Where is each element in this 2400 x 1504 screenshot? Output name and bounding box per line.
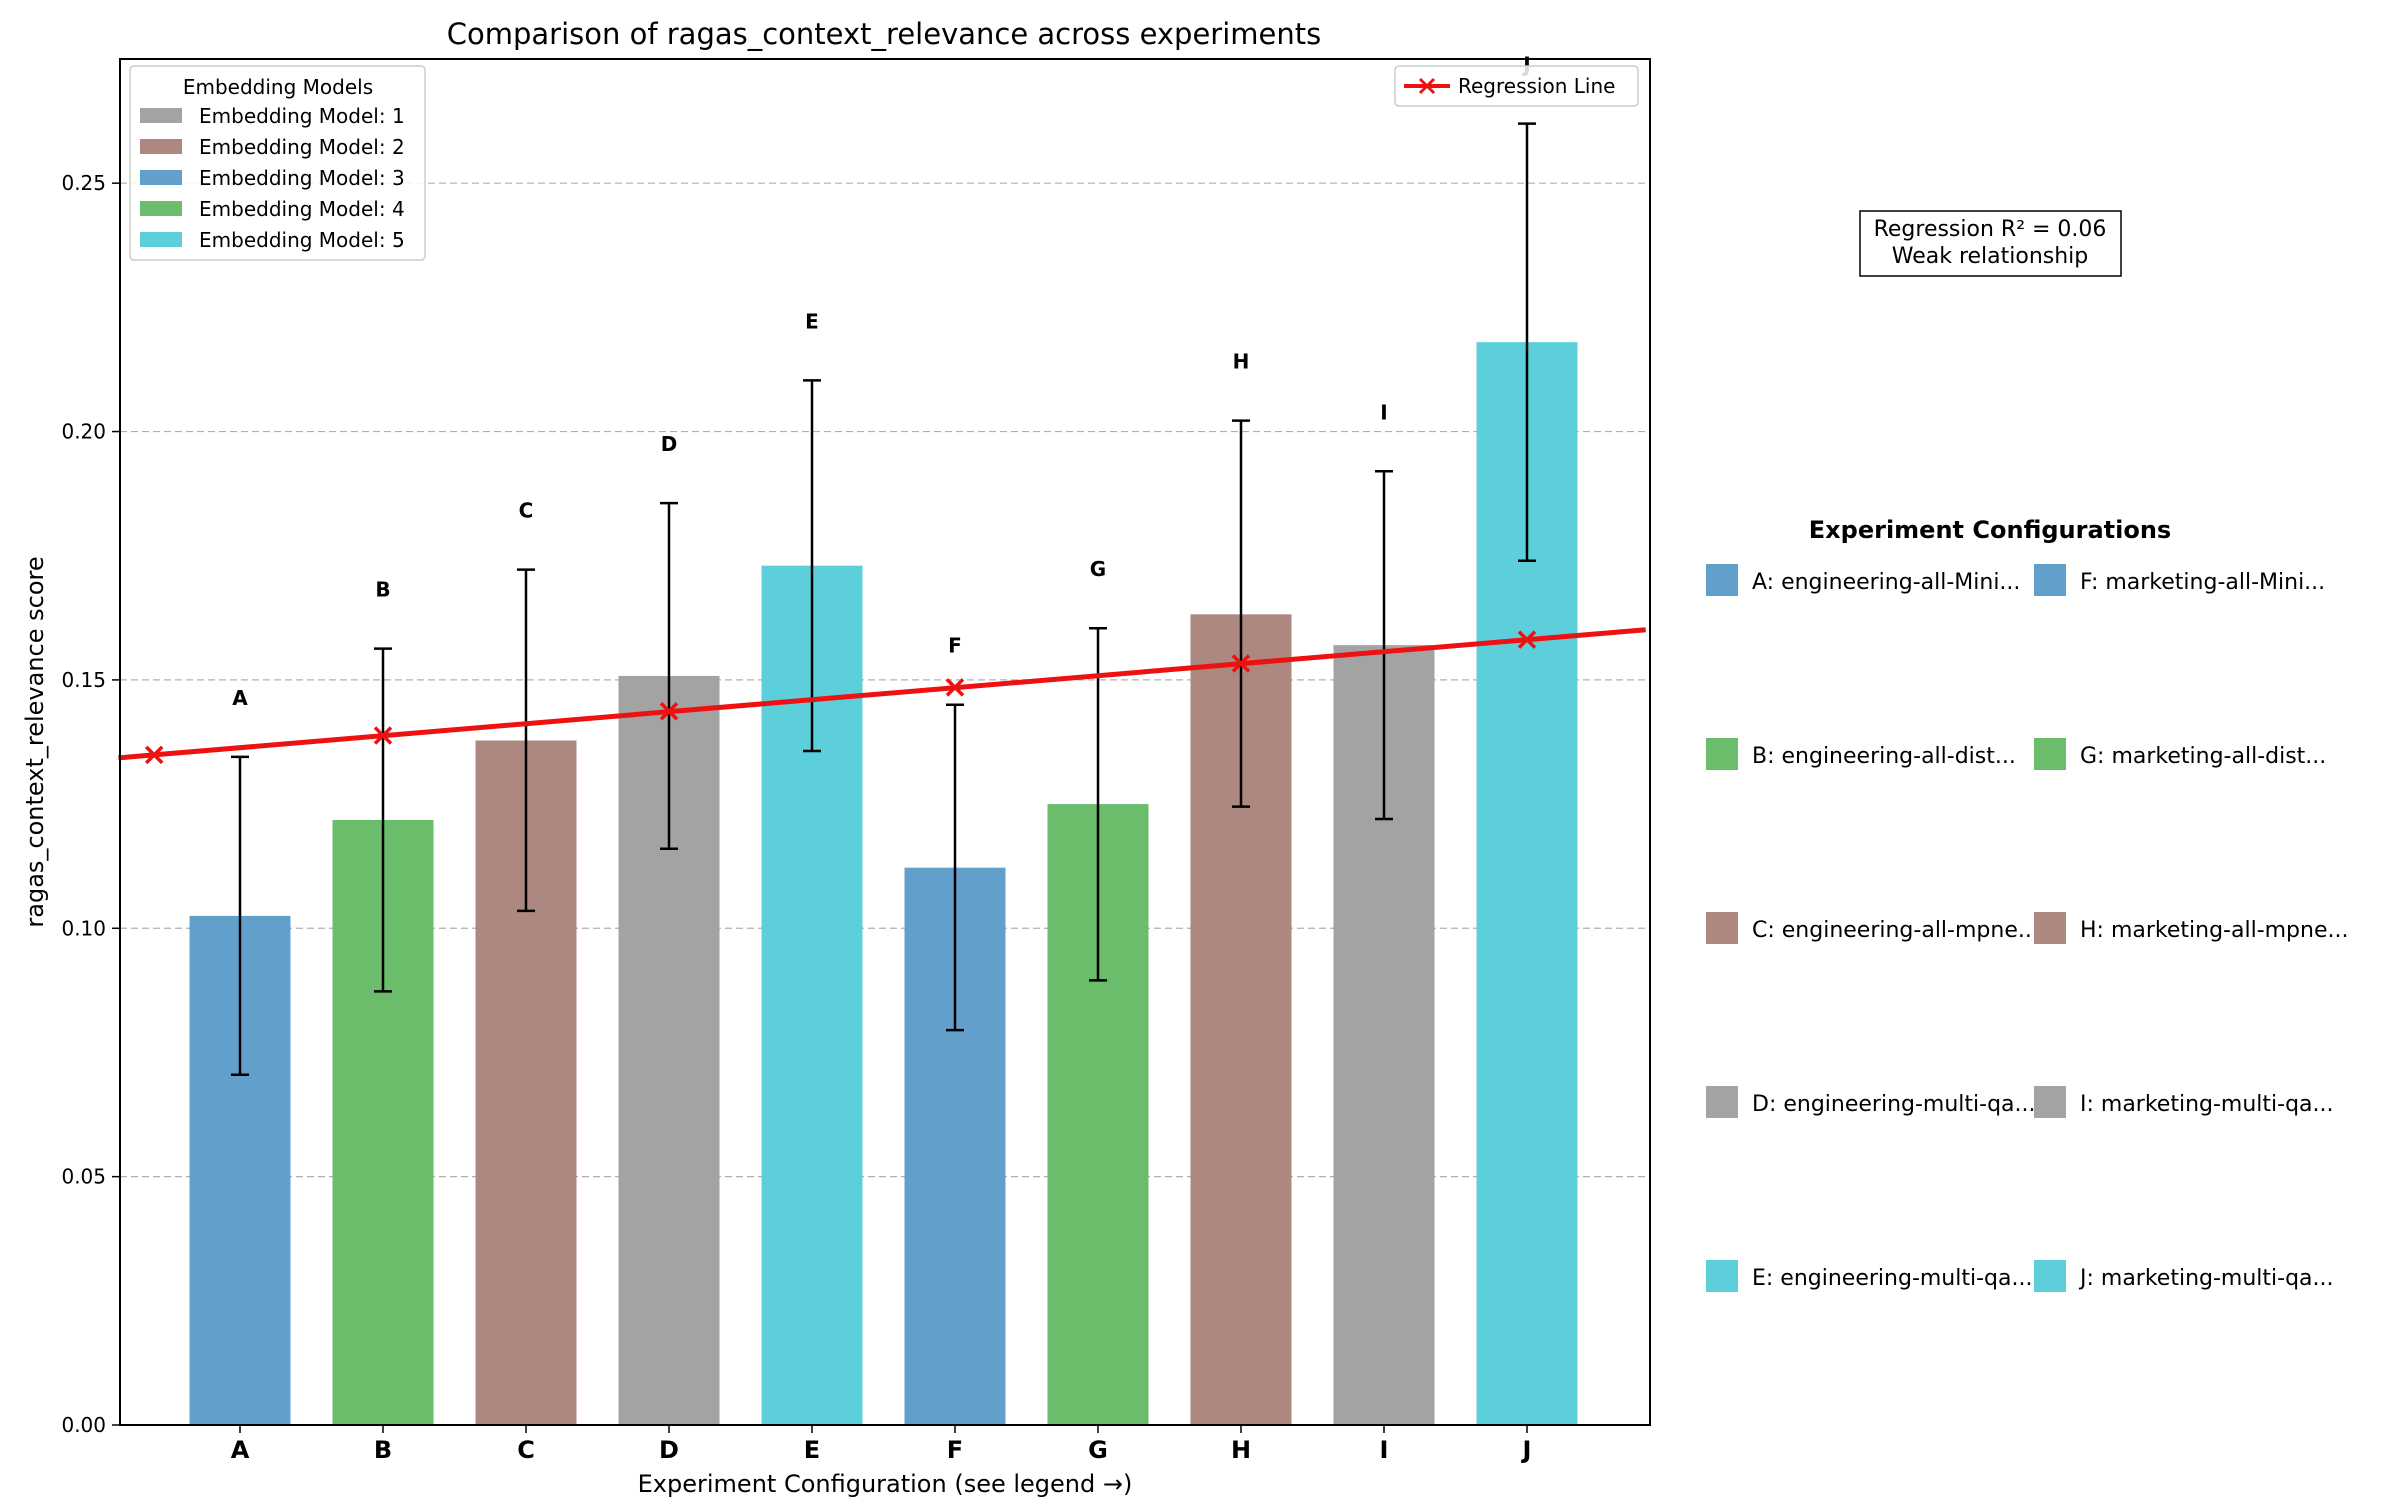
configuration-swatch xyxy=(1706,1260,1738,1292)
regression-legend-frame xyxy=(1394,65,1639,107)
bar-label: E xyxy=(805,309,819,333)
x-tick-label: F xyxy=(947,1436,963,1464)
regression-layer xyxy=(118,627,1646,765)
bar-layer xyxy=(189,342,1578,1426)
x-axis: A B C D E F G H I J xyxy=(231,1425,1532,1464)
x-tick-label: I xyxy=(1380,1436,1389,1464)
configuration-label: H: marketing-all-mpne... xyxy=(2080,918,2348,943)
configurations-legend-items: A: engineering-all-Mini... F: marketing-a… xyxy=(1706,564,2348,1292)
legend-label: Embedding Model: 5 xyxy=(199,228,405,252)
regression-marker xyxy=(659,701,679,721)
stats-box: Regression R² = 0.06 Weak relationship xyxy=(1859,210,2122,277)
chart-title: Comparison of ragas_context_relevance ac… xyxy=(447,17,1322,51)
regression-line xyxy=(118,627,1646,761)
plot-frame xyxy=(119,58,1651,1426)
legend-label: Embedding Model: 4 xyxy=(199,197,405,221)
configuration-label: J: marketing-multi-qa... xyxy=(2078,1266,2334,1291)
regression-legend-x-marker xyxy=(1418,77,1436,95)
x-tick-label: E xyxy=(804,1436,820,1464)
stats-box-r2: Regression R² = 0.06 xyxy=(1874,217,2107,242)
y-tick-label: 0.05 xyxy=(61,1165,106,1189)
legend-swatch xyxy=(140,232,182,247)
bar-label: B xyxy=(375,578,390,602)
bar-label: F xyxy=(948,634,962,658)
y-tick-label: 0.20 xyxy=(61,420,106,444)
regression-marker xyxy=(144,745,164,765)
configuration-label: E: engineering-multi-qa... xyxy=(1752,1266,2032,1291)
x-tick-label: G xyxy=(1088,1436,1108,1464)
configuration-label: B: engineering-all-dist... xyxy=(1752,744,2016,769)
y-axis-label: ragas_context_relevance score xyxy=(21,556,49,927)
bar-label-layer: A B C D E F G H I J xyxy=(232,53,1530,710)
x-tick-label: H xyxy=(1231,1436,1251,1464)
configuration-swatch xyxy=(1706,564,1738,596)
configuration-swatch xyxy=(1706,738,1738,770)
legend-title: Embedding Models xyxy=(183,75,373,99)
regression-legend-label: Regression Line xyxy=(1458,74,1615,98)
x-tick-label: D xyxy=(659,1436,679,1464)
x-tick-label: J xyxy=(1521,1436,1532,1464)
legend-label: Embedding Model: 1 xyxy=(199,104,405,128)
regression-marker xyxy=(1231,654,1251,673)
configuration-swatch xyxy=(2034,564,2066,596)
y-tick-label: 0.10 xyxy=(61,916,106,940)
configuration-swatch xyxy=(1706,912,1738,944)
regression-legend: Regression Line xyxy=(1394,65,1639,107)
configuration-swatch xyxy=(2034,1086,2066,1118)
regression-marker xyxy=(1517,630,1537,649)
legend-items: Embedding Model: 1 Embedding Model: 2 Embe… xyxy=(140,104,405,252)
bar-label: H xyxy=(1233,350,1250,374)
configuration-swatch xyxy=(2034,1260,2066,1292)
configuration-swatch xyxy=(1706,1086,1738,1118)
legend-swatch xyxy=(140,201,182,216)
bar-label: G xyxy=(1090,557,1106,581)
x-axis-label: Experiment Configuration (see legend →) xyxy=(638,1470,1133,1498)
configuration-label: C: engineering-all-mpne... xyxy=(1752,918,2039,943)
configuration-label: D: engineering-multi-qa... xyxy=(1752,1092,2036,1117)
stats-box-frame xyxy=(1859,210,2122,277)
legend-swatch xyxy=(140,170,182,185)
y-tick-label: 0.25 xyxy=(61,171,106,195)
legend-label: Embedding Model: 3 xyxy=(199,166,405,190)
x-tick-label: C xyxy=(517,1436,535,1464)
y-axis: 0.00 0.05 0.10 0.15 0.20 0.25 xyxy=(61,171,120,1437)
bar-label: I xyxy=(1380,400,1387,424)
bar-label: D xyxy=(661,432,678,456)
configuration-swatch xyxy=(2034,738,2066,770)
y-tick-label: 0.00 xyxy=(61,1413,106,1437)
stats-box-note: Weak relationship xyxy=(1892,244,2089,269)
embedding-models-legend: Embedding Models Embedding Model: 1Embed… xyxy=(129,65,426,261)
x-tick-label: A xyxy=(231,1436,250,1464)
configuration-label: A: engineering-all-Mini... xyxy=(1752,570,2020,595)
legend-swatch xyxy=(140,139,182,154)
bar-label: C xyxy=(519,499,534,523)
legend-frame xyxy=(129,65,426,261)
x-tick-label: B xyxy=(374,1436,392,1464)
bar-label: A xyxy=(232,686,248,710)
legend-swatch xyxy=(140,108,182,123)
configuration-label: G: marketing-all-dist... xyxy=(2080,744,2326,769)
experiment-configurations-legend: Experiment Configurations A: engineering… xyxy=(1706,516,2348,1292)
regression-marker xyxy=(945,678,965,697)
regression-marker xyxy=(373,726,393,745)
configuration-swatch xyxy=(2034,912,2066,944)
bar-label: J xyxy=(1521,53,1530,77)
legend-label: Embedding Model: 2 xyxy=(199,135,405,159)
configuration-label: I: marketing-multi-qa... xyxy=(2080,1092,2334,1117)
configurations-legend-title: Experiment Configurations xyxy=(1809,516,2171,544)
configuration-label: F: marketing-all-Mini... xyxy=(2080,570,2325,595)
y-tick-label: 0.15 xyxy=(61,668,106,692)
error-bar-layer xyxy=(231,122,1536,1077)
